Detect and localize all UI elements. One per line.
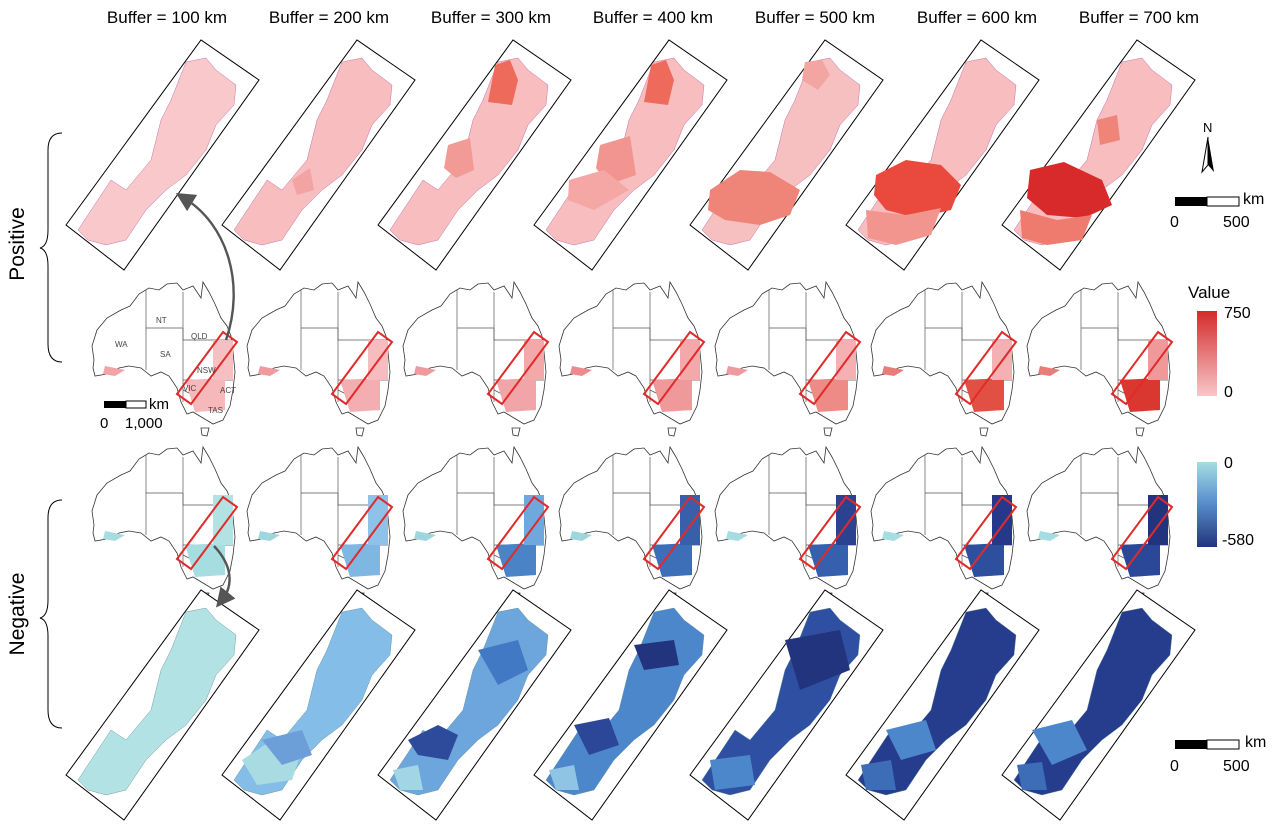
inset-negative-400 [533,589,728,821]
column-title-600: Buffer = 600 km [916,8,1038,27]
inset-positive-300 [377,39,572,271]
column-title-100: Buffer = 100 km [106,8,228,27]
negative-insets [65,589,1196,821]
column-title-300: Buffer = 300 km [430,8,552,27]
state-label-nt: NT [156,316,167,325]
state-label-qld: QLD [191,332,208,341]
state-label-sa: SA [160,350,171,359]
state-label-wa: WA [115,340,128,349]
arrow-to-positive-inset [175,192,235,341]
bottom-scalebar-max: 500 [1223,758,1250,775]
inset-positive-200 [221,39,416,271]
inset-positive-400 [533,39,728,271]
legend-positive-title: Value [1188,283,1231,302]
state-label-nsw: NSW [197,366,216,375]
australia-scalebar [104,400,147,409]
bottom-scalebar-min: 0 [1170,758,1179,775]
aus-scalebar-min: 0 [100,415,109,432]
inset-scalebar-bottom [1175,739,1240,750]
legend-negative-min: -580 [1222,532,1255,549]
bracket-negative [39,499,63,729]
column-title-200: Buffer = 200 km [268,8,390,27]
inset-positive-500 [689,39,884,271]
column-title-500: Buffer = 500 km [754,8,876,27]
state-label-act: ACT [220,386,236,395]
top-scalebar-max: 500 [1223,214,1250,231]
column-title-400: Buffer = 400 km [592,8,714,27]
top-scalebar-min: 0 [1170,214,1179,231]
inset-positive-600 [845,39,1040,271]
australia-maps-negative [91,446,1174,602]
aus-scalebar-unit: km [149,396,169,413]
north-arrow-icon [1201,136,1214,174]
legend-positive-min: 0 [1224,384,1233,401]
inset-positive-100 [65,39,260,271]
bottom-scalebar-unit: km [1245,734,1267,751]
inset-negative-700 [1001,589,1196,821]
positive-insets [65,39,1196,271]
state-label-tas: TAS [208,406,223,415]
legend-positive-max: 750 [1224,305,1251,322]
top-scalebar-unit: km [1243,191,1265,208]
legend-positive-colorbar [1197,311,1217,396]
arrow-to-negative-inset [213,545,236,608]
legend-negative-colorbar [1197,462,1217,547]
state-label-vic: VIC [183,384,197,393]
bracket-positive [39,132,63,363]
inset-negative-200 [221,589,416,821]
australia-maps-positive [91,281,1174,437]
inset-scalebar-top [1175,196,1240,207]
north-arrow-label: N [1203,120,1213,135]
aus-scalebar-max: 1,000 [125,415,163,432]
inset-negative-100 [65,589,260,821]
inset-negative-600 [845,589,1040,821]
inset-positive-700 [1001,39,1196,271]
inset-negative-300 [377,589,572,821]
inset-negative-500 [689,589,884,821]
column-title-700: Buffer = 700 km [1078,8,1200,27]
legend-negative-max: 0 [1224,455,1233,472]
